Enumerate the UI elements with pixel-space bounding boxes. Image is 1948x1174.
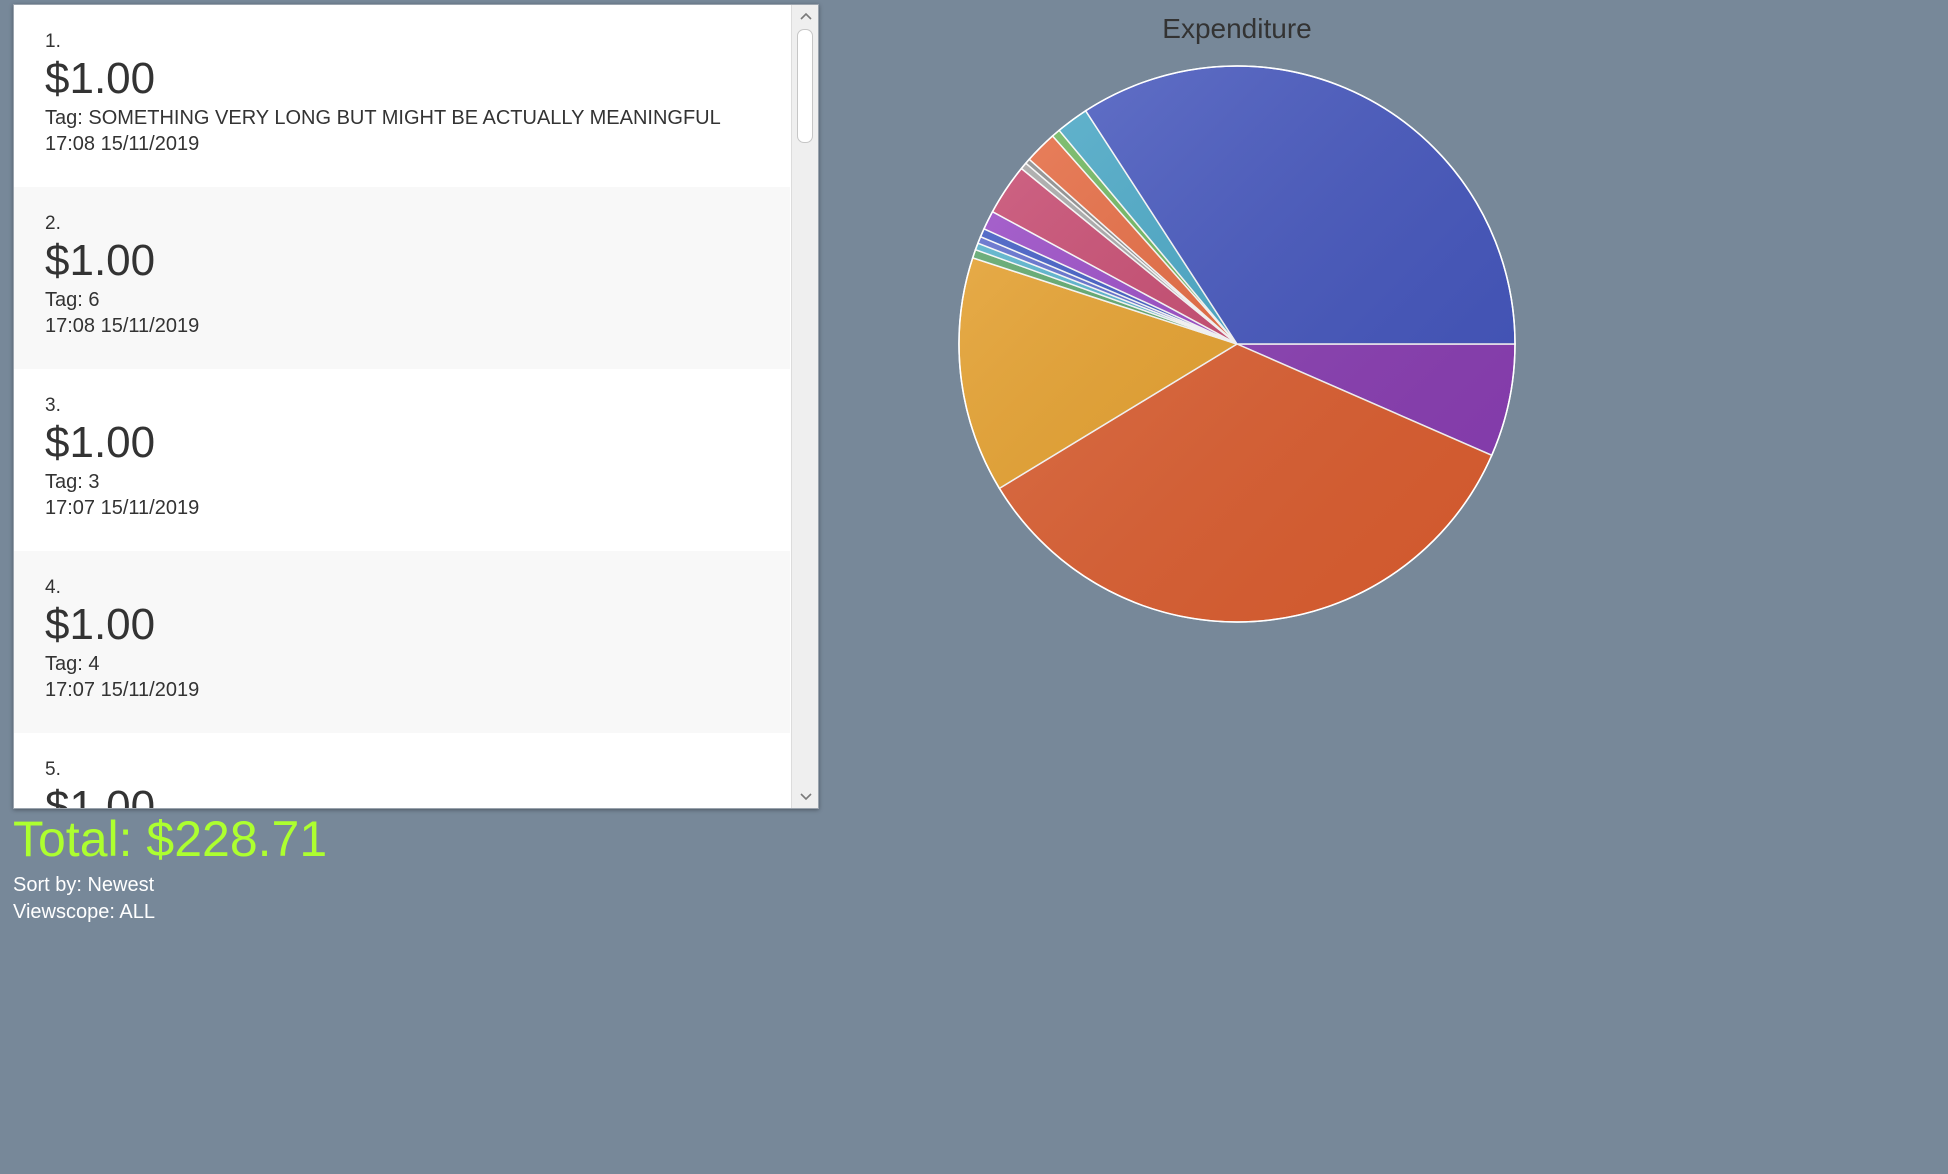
expense-tag: Tag: 6 xyxy=(45,289,100,311)
pie-chart xyxy=(958,65,1516,623)
expense-card[interactable]: 5. $1.00 xyxy=(14,733,790,808)
chevron-down-icon[interactable] xyxy=(792,787,818,807)
expense-list-viewport[interactable]: 1. $1.00 Tag: SOMETHING VERY LONG BUT MI… xyxy=(14,5,790,808)
expense-card[interactable]: 1. $1.00 Tag: SOMETHING VERY LONG BUT MI… xyxy=(14,5,790,187)
expense-datetime: 17:07 15/11/2019 xyxy=(45,679,200,701)
chart-title: Expenditure xyxy=(1162,13,1312,44)
expense-index: 2. xyxy=(45,213,61,234)
expense-list[interactable]: 1. $1.00 Tag: SOMETHING VERY LONG BUT MI… xyxy=(13,4,819,809)
expense-tag: Tag: 3 xyxy=(45,471,100,493)
scrollbar-thumb[interactable] xyxy=(797,29,813,143)
expense-card[interactable]: 4. $1.00 Tag: 4 17:07 15/11/2019 xyxy=(14,551,790,733)
expense-amount: $1.00 xyxy=(45,418,156,467)
list-scrollbar[interactable] xyxy=(791,5,818,808)
expense-tag: Tag: SOMETHING VERY LONG BUT MIGHT BE AC… xyxy=(45,107,721,129)
expense-tag: Tag: 4 xyxy=(45,653,100,675)
chevron-up-icon[interactable] xyxy=(792,6,818,26)
expense-card[interactable]: 3. $1.00 Tag: 3 17:07 15/11/2019 xyxy=(14,369,790,551)
viewscope-label: Viewscope: ALL xyxy=(13,901,155,923)
expense-index: 4. xyxy=(45,577,61,598)
expense-amount: $1.00 xyxy=(45,782,156,808)
expense-index: 5. xyxy=(45,759,61,780)
expense-card[interactable]: 2. $1.00 Tag: 6 17:08 15/11/2019 xyxy=(14,187,790,369)
expense-amount: $1.00 xyxy=(45,600,156,649)
expense-index: 1. xyxy=(45,31,61,52)
expense-datetime: 17:08 15/11/2019 xyxy=(45,315,200,337)
expense-amount: $1.00 xyxy=(45,54,156,103)
expense-amount: $1.00 xyxy=(45,236,156,285)
total-amount: Total: $228.71 xyxy=(13,811,328,867)
sort-label: Sort by: Newest xyxy=(13,874,155,896)
expense-datetime: 17:08 15/11/2019 xyxy=(45,133,200,155)
expense-index: 3. xyxy=(45,395,61,416)
expense-datetime: 17:07 15/11/2019 xyxy=(45,497,200,519)
